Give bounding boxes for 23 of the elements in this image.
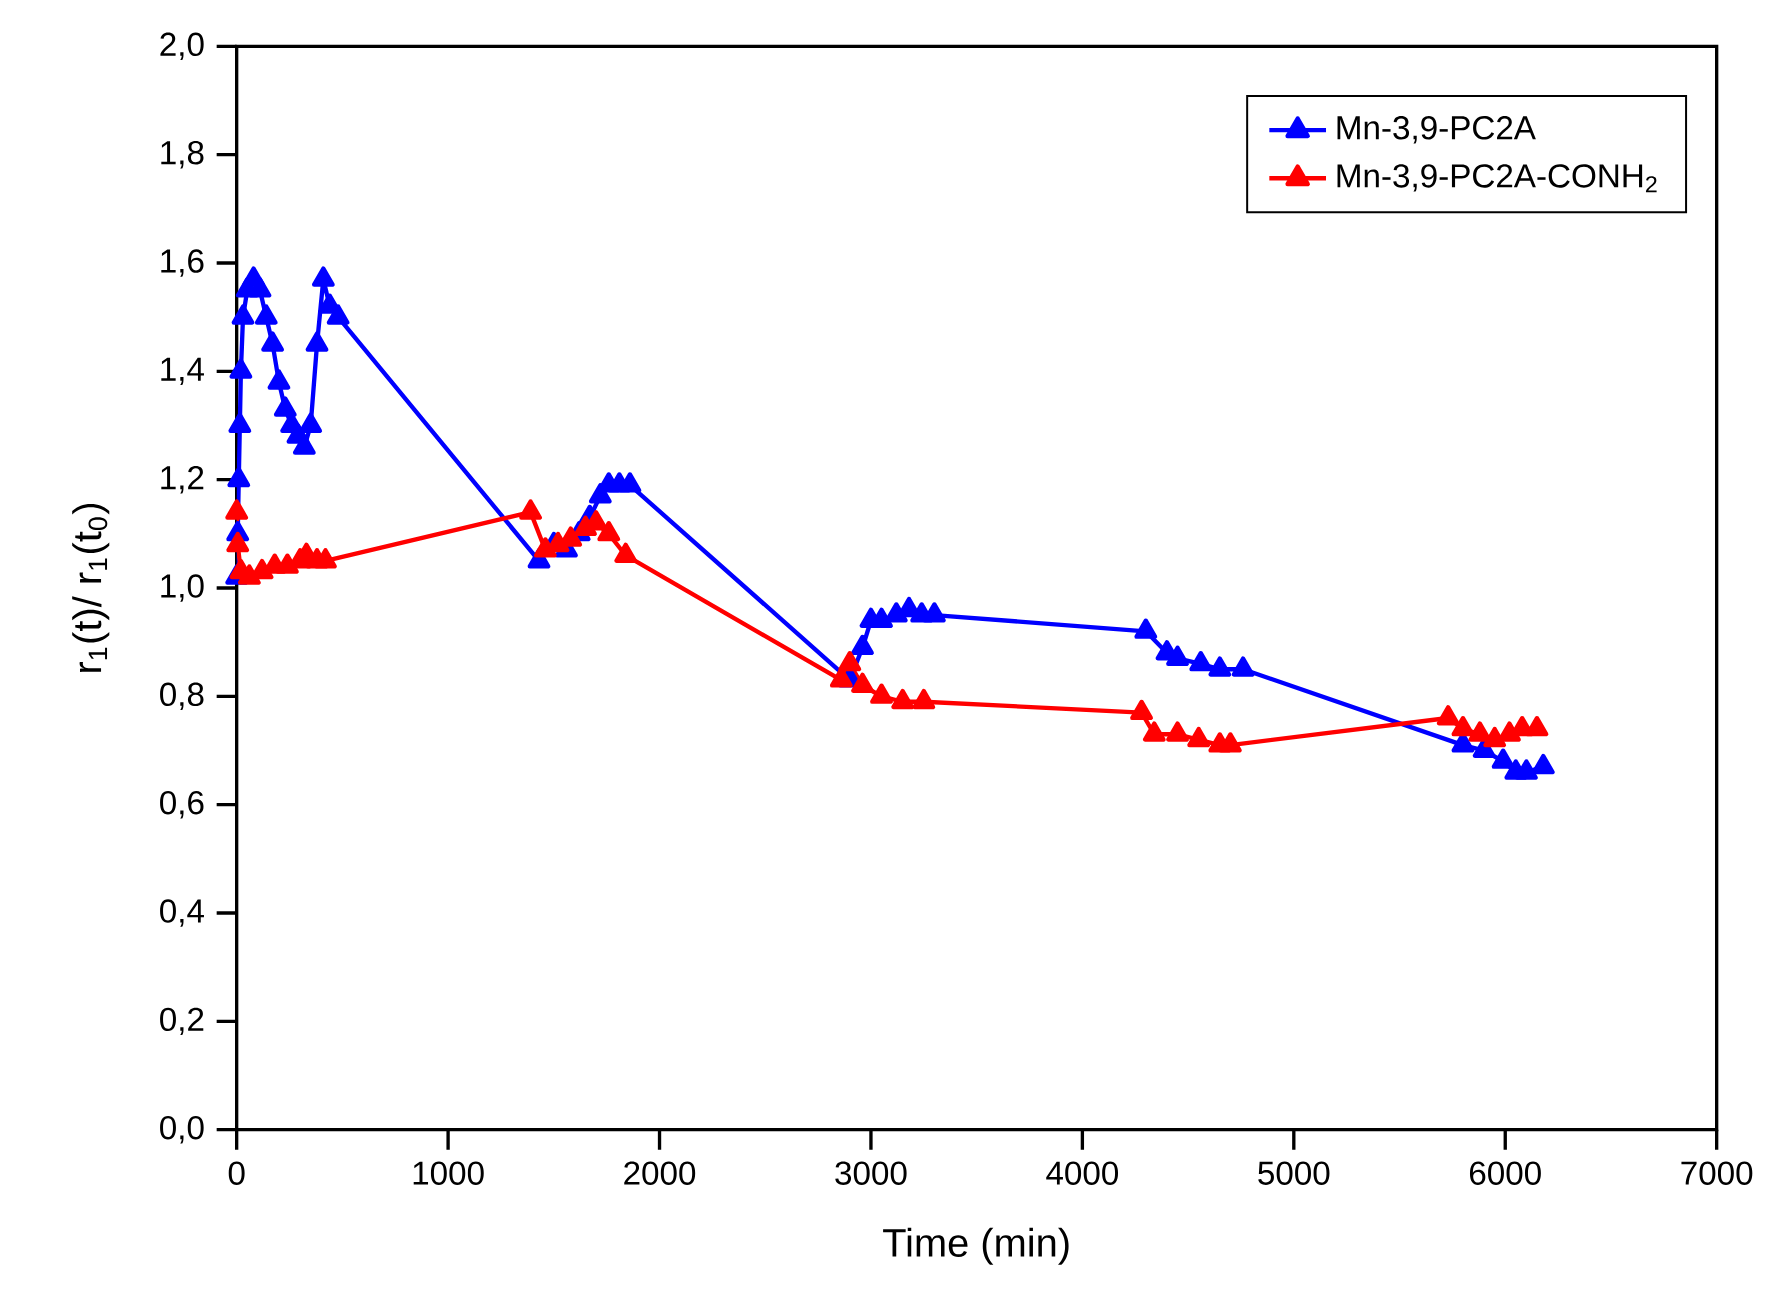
x-tick-label: 7000 xyxy=(1681,1161,1753,1185)
x-tick-label: 2000 xyxy=(624,1161,696,1185)
y-tick-label: 0,6 xyxy=(160,790,204,819)
x-tick-label: 5000 xyxy=(1258,1161,1330,1185)
y-axis-title: r$_{1}$(t)/ r$_{1}$(t$_{0}$) xyxy=(72,503,110,672)
legend-label: Mn-3,9-PC2A xyxy=(1337,116,1536,144)
legend-label: Mn-3,9-PC2A-CONH$_{2}$ xyxy=(1337,164,1657,193)
y-tick-label: 2,0 xyxy=(160,32,204,61)
x-tick-label: 1000 xyxy=(413,1161,484,1185)
y-tick-label: 1,0 xyxy=(161,574,204,602)
y-tick-label: 1,8 xyxy=(161,140,204,169)
y-tick-label: 1,4 xyxy=(161,357,204,385)
x-tick-label: 4000 xyxy=(1046,1161,1119,1185)
x-tick-label: 6000 xyxy=(1469,1161,1541,1185)
y-tick-label: 0,4 xyxy=(160,899,204,927)
y-tick-label: 1,6 xyxy=(161,249,204,277)
x-tick-label: 0 xyxy=(228,1161,245,1185)
y-tick-label: 1,2 xyxy=(161,465,204,494)
x-axis-title: Time (min) xyxy=(883,1227,1069,1265)
x-tick-label: 3000 xyxy=(835,1161,907,1185)
y-tick-label: 0,2 xyxy=(160,1007,204,1036)
y-tick-label: 0,0 xyxy=(160,1115,204,1144)
y-tick-label: 0,8 xyxy=(160,682,204,711)
